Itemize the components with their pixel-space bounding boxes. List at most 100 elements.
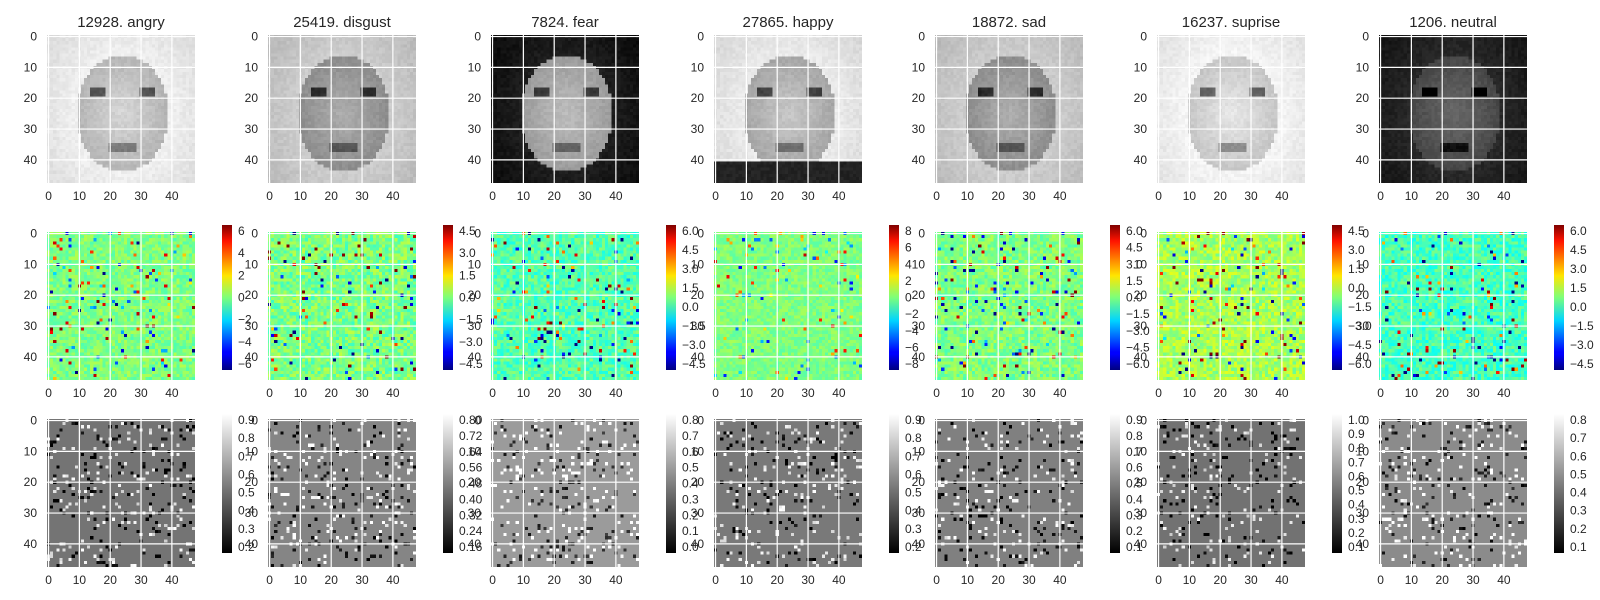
x-tick-label: 0: [712, 386, 719, 400]
colorbar-tick-label: 0.0: [1348, 281, 1365, 295]
gray-colorbar: [222, 414, 232, 553]
y-tick-label: 40: [912, 153, 926, 167]
colorbar-tick-label: −1.5: [459, 313, 483, 327]
colorbar-tick-label: 0.0: [1126, 291, 1143, 305]
y-tick-label: 40: [468, 537, 482, 551]
colorbar-tick-label: 0.0: [682, 300, 699, 314]
x-tick-label: 20: [325, 386, 339, 400]
colorbar-tick-label: 0.7: [682, 429, 699, 443]
y-tick-label: 10: [691, 257, 705, 271]
jet-heatmap-panel: 0 0 10 10 20 20 30 30 40 40 6.0 4.5 3.0 1.5 0.0 −1.5 −3.…: [912, 224, 1150, 400]
x-tick-label: 0: [489, 573, 496, 587]
y-tick-label: 0: [30, 227, 37, 241]
x-tick-label: 0: [1377, 573, 1384, 587]
x-tick-label: 20: [548, 573, 562, 587]
colorbar-tick-label: 0.3: [1126, 508, 1143, 522]
colorbar-tick-label: 0.5: [1570, 467, 1587, 481]
x-tick-label: 30: [801, 189, 815, 203]
x-tick-label: 40: [1053, 573, 1067, 587]
colorbar-tick-label: −4.5: [1570, 357, 1594, 371]
x-tick-label: 0: [1155, 189, 1162, 203]
y-tick-label: 40: [468, 153, 482, 167]
panel-column: 16237. suprise00101020203030404000101020…: [1134, 14, 1372, 587]
x-tick-label: 40: [1497, 189, 1511, 203]
colorbar-tick-label: 1.5: [1126, 274, 1143, 288]
colorbar-tick-label: 4.5: [1126, 241, 1143, 255]
x-tick-label: 40: [1497, 386, 1511, 400]
y-tick-label: 30: [1356, 122, 1370, 136]
colorbar-tick-label: −1.5: [1348, 300, 1372, 314]
colorbar-tick-label: 0.3: [238, 522, 255, 536]
y-tick-label: 20: [24, 288, 38, 302]
y-tick-label: 20: [1356, 475, 1370, 489]
colorbar-tick-label: −6: [905, 340, 919, 354]
x-tick-label: 10: [294, 189, 308, 203]
y-tick-label: 40: [1356, 153, 1370, 167]
panel-column: 12928. angry0010102020303040400010102020…: [24, 14, 255, 587]
y-tick-label: 30: [691, 319, 705, 333]
y-tick-label: 20: [468, 91, 482, 105]
jet-colorbar: [666, 225, 676, 370]
face-image-panel: 0 0 10 10 20 20 30 30 40 40: [245, 30, 416, 203]
x-tick-label: 40: [165, 573, 179, 587]
colorbar-tick-label: 1.5: [459, 268, 476, 282]
colorbar-tick-label: −6.0: [1348, 357, 1372, 371]
colorbar-tick-label: 0.8: [682, 413, 699, 427]
y-tick-label: 0: [1140, 227, 1147, 241]
y-tick-label: 30: [245, 122, 259, 136]
y-tick-label: 0: [918, 414, 925, 428]
x-tick-label: 40: [832, 386, 846, 400]
colorbar-tick-label: 0.72: [459, 429, 483, 443]
x-tick-label: 20: [1436, 386, 1450, 400]
x-tick-label: 40: [386, 386, 400, 400]
x-tick-label: 10: [73, 189, 87, 203]
x-tick-label: 0: [266, 189, 273, 203]
x-tick-label: 30: [1244, 386, 1258, 400]
y-tick-label: 10: [24, 444, 38, 458]
colorbar-tick-label: 0.1: [1348, 540, 1365, 554]
x-tick-label: 10: [1405, 573, 1419, 587]
y-tick-label: 10: [24, 60, 38, 74]
y-tick-label: 30: [1134, 506, 1148, 520]
x-tick-label: 20: [1214, 386, 1228, 400]
x-tick-label: 40: [1053, 386, 1067, 400]
y-tick-label: 30: [468, 506, 482, 520]
y-tick-label: 10: [691, 60, 705, 74]
x-tick-label: 40: [1275, 386, 1289, 400]
x-tick-label: 30: [1466, 189, 1480, 203]
y-tick-label: 30: [24, 506, 38, 520]
jet-colorbar: [1554, 225, 1564, 370]
x-tick-label: 10: [1405, 386, 1419, 400]
x-tick-label: 20: [992, 386, 1006, 400]
y-tick-label: 20: [1134, 288, 1148, 302]
colorbar-tick-label: 0.8: [905, 431, 922, 445]
y-tick-label: 30: [691, 506, 705, 520]
x-tick-label: 10: [517, 189, 531, 203]
y-tick-label: 20: [912, 288, 926, 302]
gray-colorbar: [666, 414, 676, 553]
gray-colorbar: [1110, 414, 1120, 553]
colorbar-tick-label: −2: [238, 313, 252, 327]
panel-title: 27865. happy: [743, 14, 834, 31]
y-tick-label: 20: [245, 288, 259, 302]
y-tick-label: 20: [1356, 288, 1370, 302]
colorbar-tick-label: 0.8: [238, 431, 255, 445]
colorbar-tick-label: 0.6: [905, 467, 922, 481]
x-tick-label: 0: [45, 189, 52, 203]
panel-column: 25419. disgust00101020203030404000101020…: [245, 14, 483, 587]
colorbar-tick-label: 6.0: [1126, 224, 1143, 238]
x-tick-label: 30: [1244, 573, 1258, 587]
y-tick-label: 10: [1134, 60, 1148, 74]
x-tick-label: 20: [1436, 189, 1450, 203]
colorbar-tick-label: 3.0: [682, 262, 699, 276]
face-image-panel: 0 0 10 10 20 20 30 30 40 40: [1134, 30, 1305, 203]
colorbar-tick-label: 8: [905, 224, 912, 238]
x-tick-label: 10: [294, 573, 308, 587]
x-tick-label: 30: [1022, 189, 1036, 203]
x-tick-label: 0: [489, 189, 496, 203]
colorbar-tick-label: 0.16: [459, 540, 483, 554]
gray-colorbar: [443, 414, 453, 553]
x-tick-label: 30: [801, 573, 815, 587]
y-tick-label: 20: [691, 475, 705, 489]
colorbar-tick-label: −1.5: [1126, 307, 1150, 321]
